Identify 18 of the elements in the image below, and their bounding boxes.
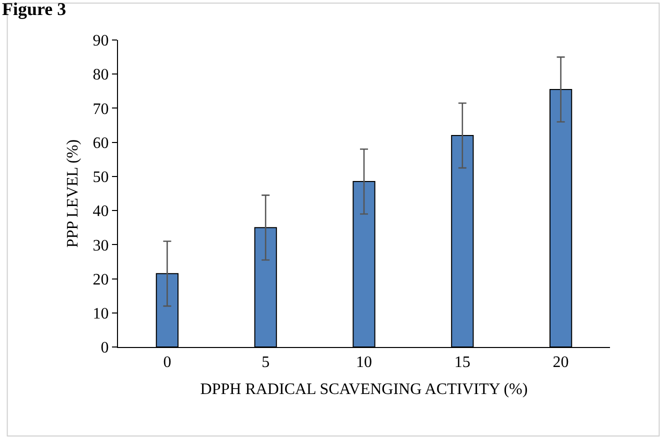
y-tick-label: 80 (92, 66, 109, 84)
y-axis-title: PPP LEVEL (%) (64, 139, 82, 248)
y-tick-label: 90 (92, 32, 109, 50)
x-tick-label: 0 (163, 354, 172, 372)
y-tick-label: 0 (100, 340, 109, 357)
y-tick-label: 30 (92, 237, 109, 254)
y-tick-label: 60 (92, 134, 109, 152)
y-tick-label: 20 (92, 271, 109, 288)
x-tick-label: 15 (454, 354, 470, 372)
x-tick-label: 10 (356, 354, 372, 372)
x-axis-title: DPPH RADICAL SCAVENGING ACTIVITY (%) (200, 380, 528, 398)
y-tick-label: 70 (92, 100, 109, 118)
y-tick-label: 40 (92, 203, 109, 220)
chart-title: Figure 3 (2, 0, 66, 19)
x-tick-label: 5 (262, 354, 270, 372)
x-tick-label: 20 (552, 354, 569, 372)
y-tick-label: 50 (92, 169, 109, 186)
y-tick-label: 10 (92, 305, 109, 322)
